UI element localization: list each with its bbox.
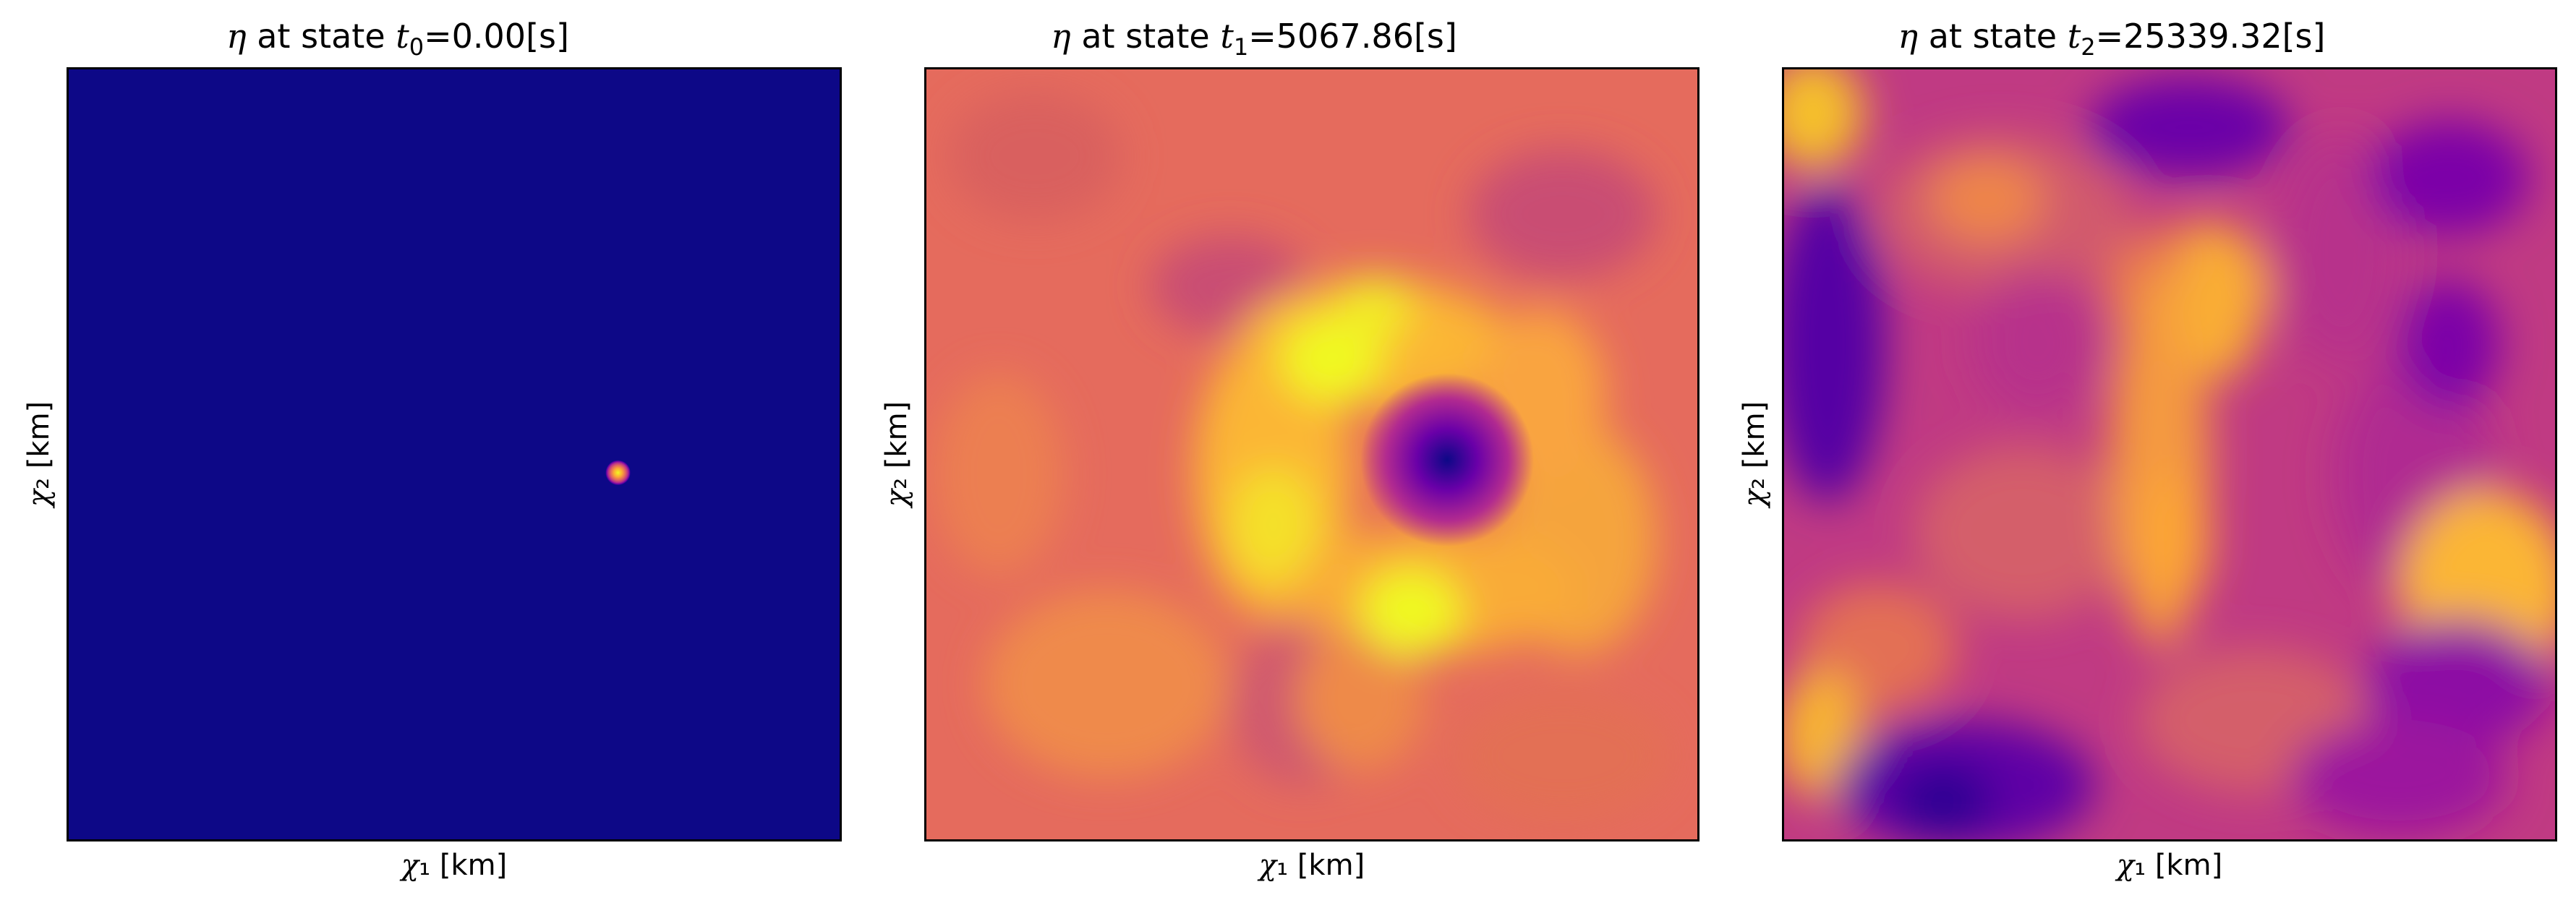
ylabel-symbol: χ bbox=[880, 489, 913, 507]
heatmap-background bbox=[69, 69, 840, 839]
title-rest: =0.00[s] bbox=[424, 17, 569, 56]
xlabel-symbol: χ bbox=[2116, 849, 2135, 882]
xlabel-symbol: χ bbox=[1258, 849, 1277, 882]
heatmap-field bbox=[1784, 69, 2555, 839]
ylabel-rest: ₂ [km] bbox=[880, 401, 913, 489]
heatmap-plot-area bbox=[1782, 67, 2557, 841]
heatmap-panel-t0: η at state t0=0.00[s] χ₁ [km] χ₂ [km] bbox=[0, 0, 842, 908]
heatmap-peak bbox=[524, 401, 662, 539]
xlabel-rest: ₁ [km] bbox=[419, 849, 508, 882]
heatmap-field bbox=[934, 91, 1671, 821]
x-axis-label: χ₁ [km] bbox=[1782, 847, 2557, 883]
title-var: t bbox=[396, 17, 409, 56]
title-prefix: at state bbox=[1070, 17, 1221, 56]
title-rest: =25339.32[s] bbox=[2095, 17, 2326, 56]
title-symbol: η bbox=[1898, 17, 1919, 56]
heatmap-panel-t2: η at state t2=25339.32[s] bbox=[1714, 0, 2557, 908]
y-axis-label: χ₂ [km] bbox=[1736, 401, 1773, 507]
title-symbol: η bbox=[1051, 17, 1071, 56]
ylabel-rest: ₂ [km] bbox=[1738, 401, 1771, 489]
heatmap-trough bbox=[1360, 373, 1534, 547]
title-sub: 1 bbox=[1233, 33, 1249, 61]
chart-title: η at state t2=25339.32[s] bbox=[1714, 16, 2509, 67]
xlabel-rest: ₁ [km] bbox=[1276, 849, 1365, 882]
title-rest: =5067.86[s] bbox=[1248, 17, 1457, 56]
title-symbol: η bbox=[226, 17, 247, 56]
heatmap-panel-t1: η at state t1=5067.86[s] bbox=[856, 0, 1699, 908]
heatmap-t2 bbox=[1784, 69, 2555, 839]
y-axis-label: χ₂ [km] bbox=[879, 401, 915, 507]
heatmap-t1 bbox=[926, 69, 1697, 839]
title-var: t bbox=[1220, 17, 1234, 56]
ylabel-rest: ₂ [km] bbox=[22, 401, 56, 489]
y-axis-label: χ₂ [km] bbox=[21, 401, 57, 507]
x-axis-label: χ₁ [km] bbox=[924, 847, 1699, 883]
xlabel-rest: ₁ [km] bbox=[2134, 849, 2223, 882]
title-prefix: at state bbox=[1918, 17, 2068, 56]
heatmap-plot-area bbox=[924, 67, 1699, 841]
title-sub: 2 bbox=[2081, 33, 2096, 61]
heatmap-plot-area bbox=[67, 67, 842, 841]
title-var: t bbox=[2067, 17, 2081, 56]
xlabel-symbol: χ bbox=[401, 849, 419, 882]
chart-title: η at state t0=0.00[s] bbox=[0, 16, 796, 67]
chart-title: η at state t1=5067.86[s] bbox=[856, 16, 1652, 67]
title-sub: 0 bbox=[409, 33, 425, 61]
ylabel-symbol: χ bbox=[22, 489, 56, 507]
x-axis-label: χ₁ [km] bbox=[67, 847, 842, 883]
ylabel-symbol: χ bbox=[1738, 489, 1771, 507]
heatmap-t0 bbox=[69, 69, 840, 839]
title-prefix: at state bbox=[246, 17, 396, 56]
